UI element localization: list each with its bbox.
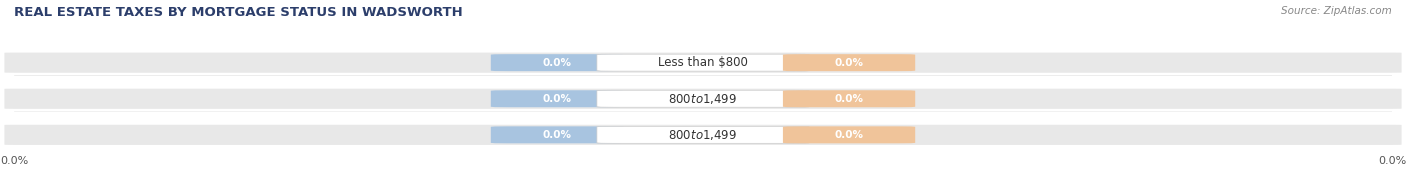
FancyBboxPatch shape [783,54,915,71]
FancyBboxPatch shape [3,51,1403,74]
Text: 0.0%: 0.0% [543,58,571,68]
Text: 0.0%: 0.0% [835,94,863,104]
FancyBboxPatch shape [598,126,808,143]
Text: $800 to $1,499: $800 to $1,499 [668,128,738,142]
FancyBboxPatch shape [3,87,1403,110]
FancyBboxPatch shape [783,90,915,107]
Text: REAL ESTATE TAXES BY MORTGAGE STATUS IN WADSWORTH: REAL ESTATE TAXES BY MORTGAGE STATUS IN … [14,6,463,19]
Text: 0.0%: 0.0% [835,58,863,68]
Text: Source: ZipAtlas.com: Source: ZipAtlas.com [1281,6,1392,16]
Text: Less than $800: Less than $800 [658,56,748,69]
FancyBboxPatch shape [598,54,808,71]
FancyBboxPatch shape [491,54,623,71]
FancyBboxPatch shape [598,90,808,107]
FancyBboxPatch shape [783,126,915,143]
Text: 0.0%: 0.0% [543,130,571,140]
FancyBboxPatch shape [491,126,623,143]
Text: 0.0%: 0.0% [543,94,571,104]
Text: 0.0%: 0.0% [835,130,863,140]
Text: $800 to $1,499: $800 to $1,499 [668,92,738,106]
FancyBboxPatch shape [3,123,1403,146]
FancyBboxPatch shape [491,90,623,107]
